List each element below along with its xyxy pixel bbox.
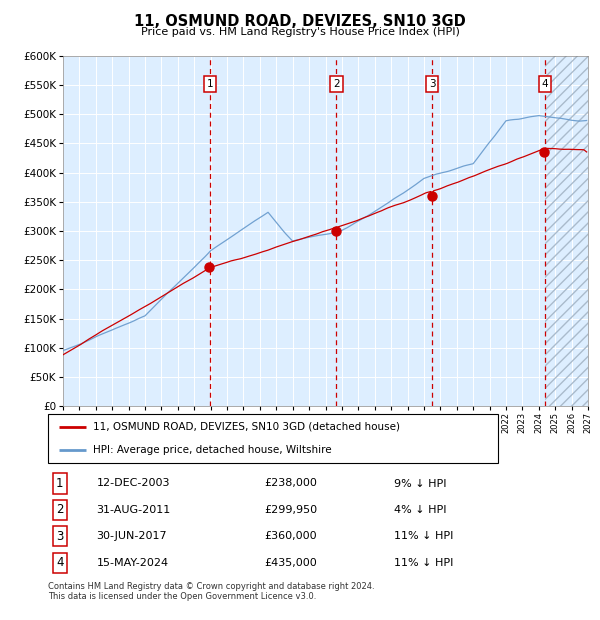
Text: HPI: Average price, detached house, Wiltshire: HPI: Average price, detached house, Wilt…: [93, 445, 332, 454]
Text: 11% ↓ HPI: 11% ↓ HPI: [394, 531, 453, 541]
Text: 3: 3: [56, 530, 64, 543]
Text: £435,000: £435,000: [264, 558, 317, 568]
Text: 15-MAY-2024: 15-MAY-2024: [97, 558, 169, 568]
Text: 1: 1: [56, 477, 64, 490]
Text: 12-DEC-2003: 12-DEC-2003: [97, 479, 170, 489]
Text: Contains HM Land Registry data © Crown copyright and database right 2024.
This d: Contains HM Land Registry data © Crown c…: [48, 582, 374, 601]
Text: 30-JUN-2017: 30-JUN-2017: [97, 531, 167, 541]
Text: 11, OSMUND ROAD, DEVIZES, SN10 3GD: 11, OSMUND ROAD, DEVIZES, SN10 3GD: [134, 14, 466, 29]
Bar: [545, 56, 588, 406]
Text: 4% ↓ HPI: 4% ↓ HPI: [394, 505, 446, 515]
Text: 11, OSMUND ROAD, DEVIZES, SN10 3GD (detached house): 11, OSMUND ROAD, DEVIZES, SN10 3GD (deta…: [93, 422, 400, 432]
Text: £238,000: £238,000: [264, 479, 317, 489]
Text: 4: 4: [542, 79, 548, 89]
Text: 1: 1: [206, 79, 213, 89]
Text: Price paid vs. HM Land Registry's House Price Index (HPI): Price paid vs. HM Land Registry's House …: [140, 27, 460, 37]
Text: 9% ↓ HPI: 9% ↓ HPI: [394, 479, 446, 489]
Text: £360,000: £360,000: [264, 531, 317, 541]
Text: 2: 2: [56, 503, 64, 516]
FancyBboxPatch shape: [48, 414, 498, 463]
Text: 11% ↓ HPI: 11% ↓ HPI: [394, 558, 453, 568]
Text: 31-AUG-2011: 31-AUG-2011: [97, 505, 171, 515]
Text: 4: 4: [56, 556, 64, 569]
Text: £299,950: £299,950: [264, 505, 317, 515]
Text: 3: 3: [429, 79, 436, 89]
Text: 2: 2: [333, 79, 340, 89]
Bar: [545, 56, 588, 406]
